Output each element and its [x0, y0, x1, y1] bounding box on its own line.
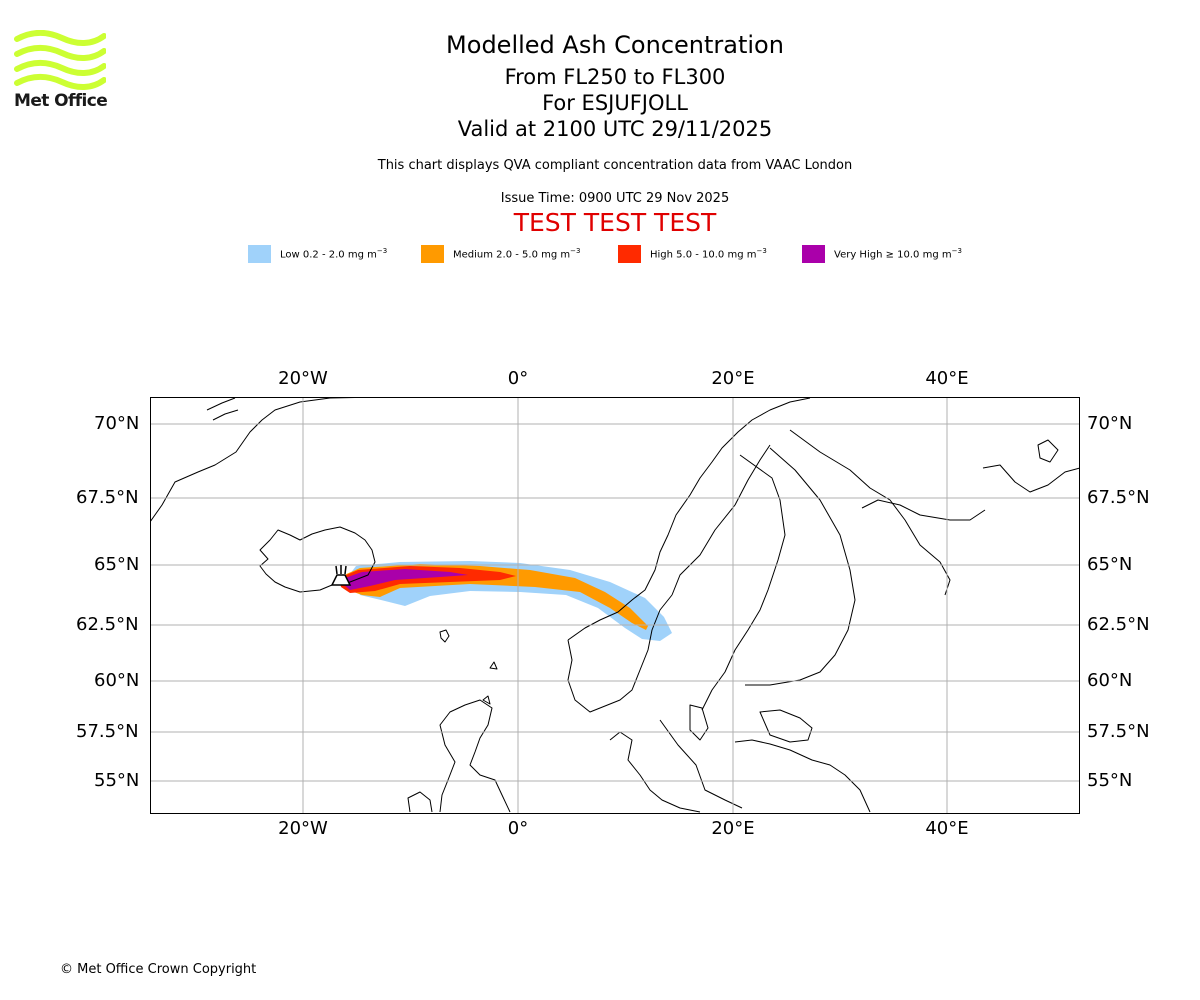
lat-label-right-67-5: 67.5°N [1087, 487, 1150, 508]
lat-label-left-57-5: 57.5°N [76, 721, 139, 742]
legend-swatch-high [618, 245, 641, 263]
test-banner: TEST TEST TEST [513, 208, 717, 237]
lat-label-right-57-5: 57.5°N [1087, 721, 1150, 742]
met-office-brand: Met Office [14, 91, 108, 111]
legend-label-low: Low 0.2 - 2.0 mg m [280, 249, 377, 261]
chart-description: This chart displays QVA compliant concen… [377, 158, 853, 173]
lat-label-right-60: 60°N [1087, 670, 1133, 691]
legend-unit-low: −3 [376, 247, 388, 255]
legend-label-high: High 5.0 - 10.0 mg m [650, 249, 757, 261]
volcano-name: For ESJUFJOLL [542, 91, 688, 115]
legend-swatch-medium [421, 245, 444, 263]
lat-label-left-67-5: 67.5°N [76, 487, 139, 508]
legend-label-medium: Medium 2.0 - 5.0 mg m [453, 249, 571, 261]
legend-unit-very-high: −3 [951, 247, 962, 255]
lon-label-bottom-0: 0° [507, 818, 529, 839]
lat-label-right-70: 70°N [1087, 413, 1133, 434]
lon-label-top-0: 0° [507, 368, 529, 389]
chart-title: Modelled Ash Concentration [446, 31, 784, 59]
legend-unit-high: −3 [756, 247, 767, 255]
legend-swatch-very-high [802, 245, 825, 263]
lat-label-left-60: 60°N [94, 670, 140, 691]
issue-time: Issue Time: 0900 UTC 29 Nov 2025 [500, 191, 730, 206]
ash-very-high-zone [342, 569, 468, 590]
ash-map [150, 397, 1080, 814]
lon-label-top-40e: 40°E [925, 368, 969, 389]
flight-level-range: From FL250 to FL300 [504, 65, 726, 89]
lat-label-right-65: 65°N [1087, 554, 1133, 575]
lat-label-left-62-5: 62.5°N [76, 614, 139, 635]
graticule [150, 397, 1080, 814]
valid-time: Valid at 2100 UTC 29/11/2025 [457, 117, 773, 141]
legend-label-very-high: Very High ≥ 10.0 mg m [834, 249, 952, 261]
lat-label-left-65: 65°N [94, 554, 140, 575]
lon-label-top-20w: 20°W [278, 368, 328, 389]
met-office-logo-icon [14, 30, 106, 90]
lon-label-bottom-20e: 20°E [711, 818, 755, 839]
lat-label-right-62-5: 62.5°N [1087, 614, 1150, 635]
legend-swatch-low [248, 245, 271, 263]
title-block: Modelled Ash Concentration From FL250 to… [0, 30, 1200, 237]
legend-unit-medium: −3 [570, 247, 581, 255]
copyright: © Met Office Crown Copyright [60, 962, 257, 977]
coastlines [150, 397, 1080, 813]
lat-label-left-55: 55°N [94, 770, 140, 791]
lon-label-bottom-20w: 20°W [278, 818, 328, 839]
lat-label-left-70: 70°N [94, 413, 140, 434]
lon-label-top-20e: 20°E [711, 368, 755, 389]
map-frame [150, 397, 1080, 814]
volcano-icon [330, 565, 352, 586]
lat-label-right-55: 55°N [1087, 770, 1133, 791]
lon-label-bottom-40e: 40°E [925, 818, 969, 839]
